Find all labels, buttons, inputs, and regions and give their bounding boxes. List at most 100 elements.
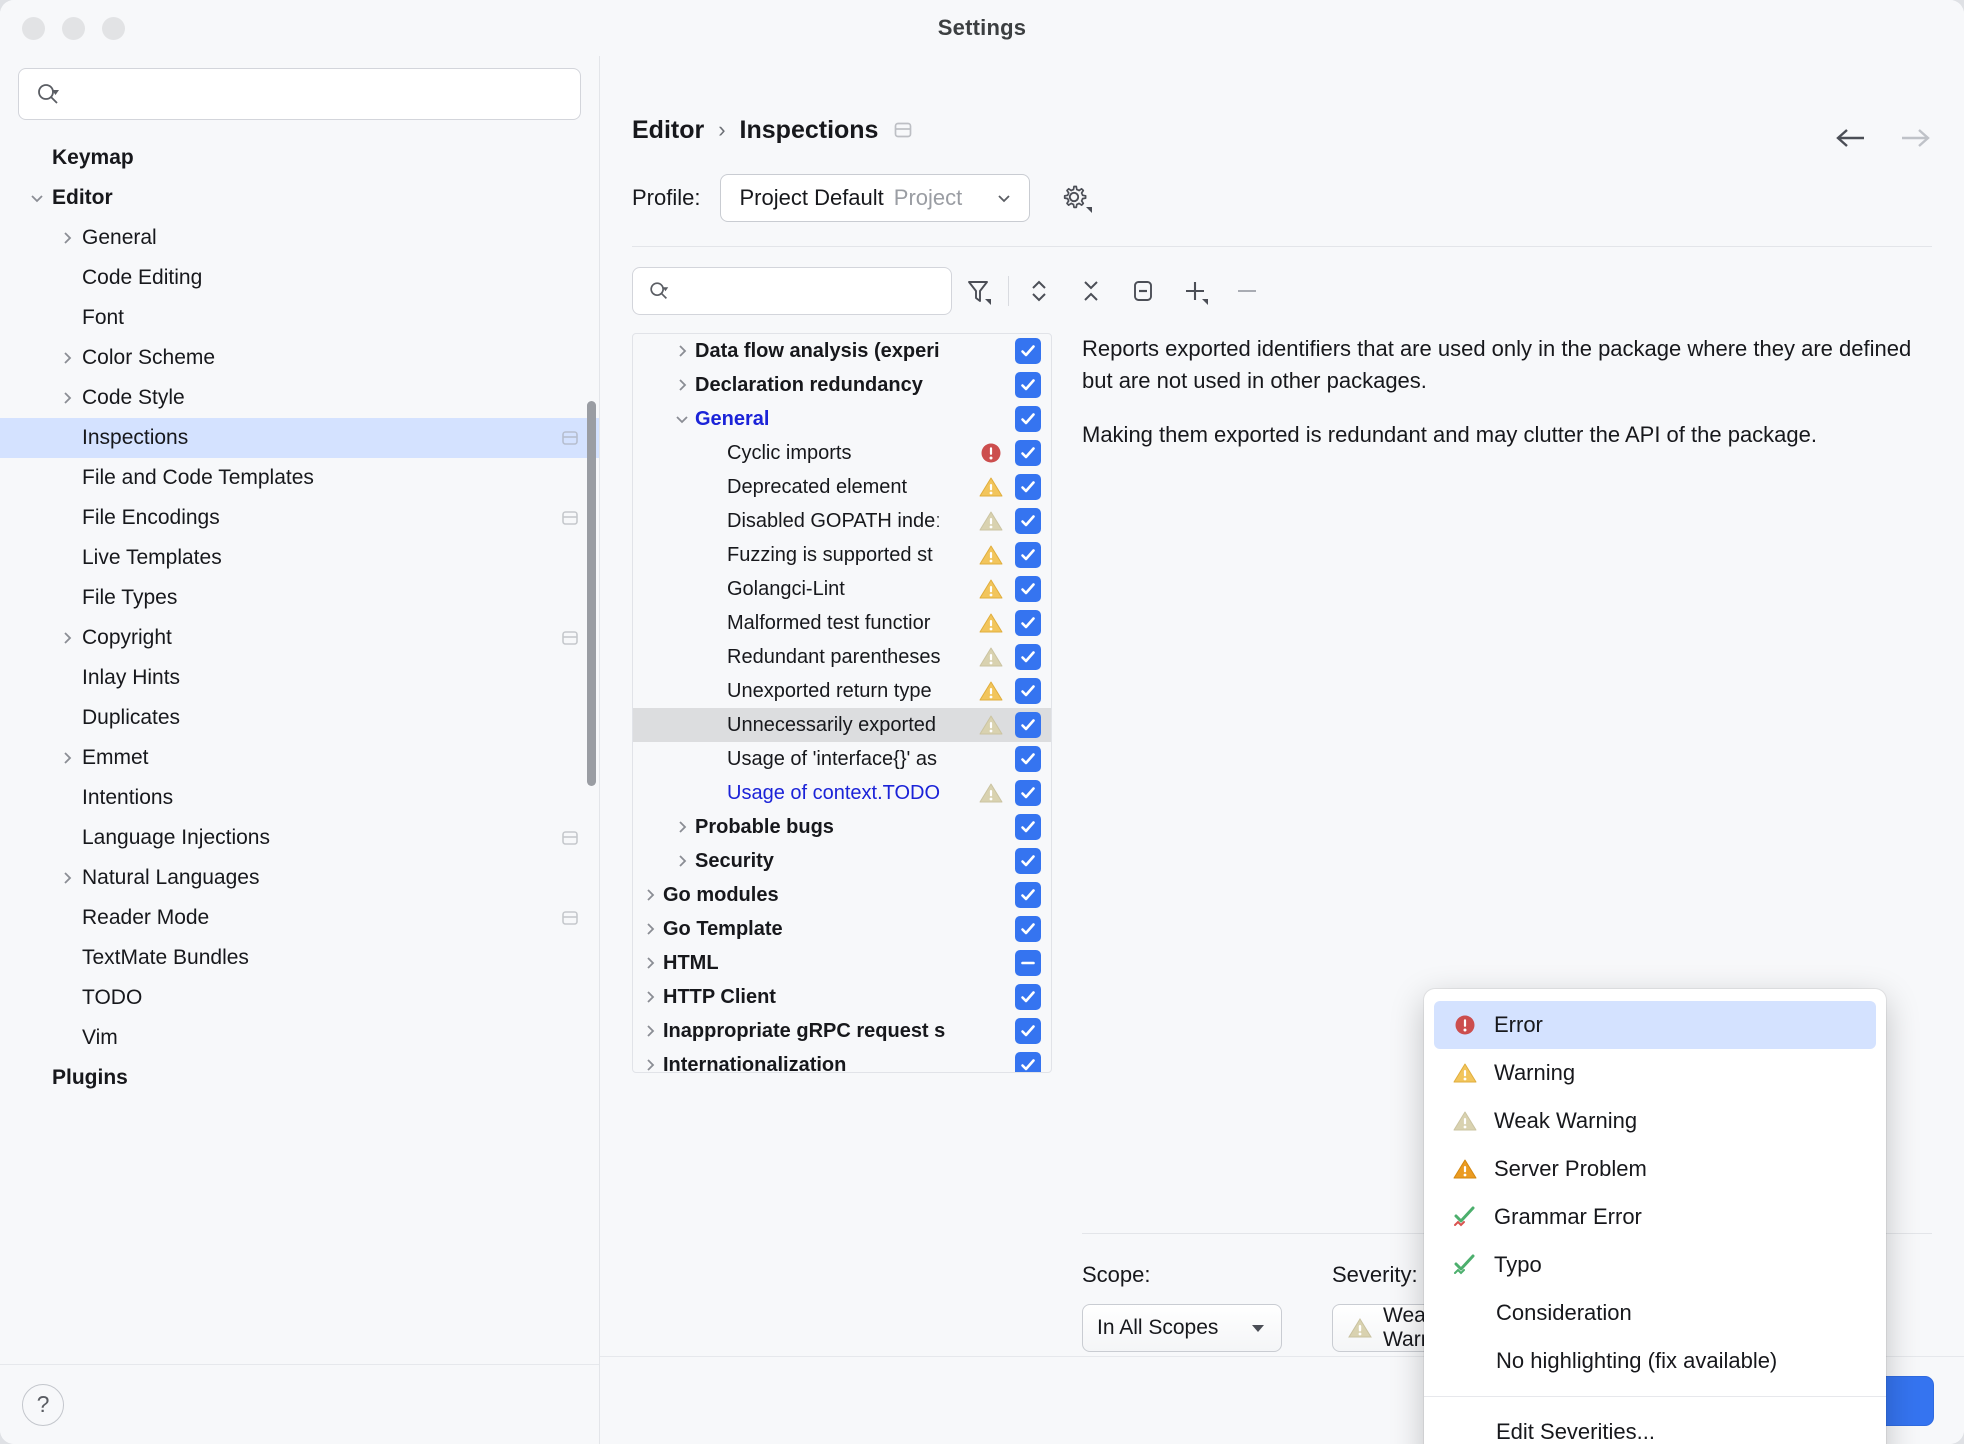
sidebar-item-reader-mode[interactable]: Reader Mode — [0, 898, 599, 938]
inspection-tree-row[interactable]: Cyclic imports — [633, 436, 1051, 470]
chevron-right-icon[interactable] — [669, 851, 695, 871]
breadcrumb-parent[interactable]: Editor — [632, 115, 705, 144]
scope-select[interactable]: In All Scopes — [1082, 1304, 1282, 1352]
sidebar-item-copyright[interactable]: Copyright — [0, 618, 599, 658]
inspection-enabled-checkbox[interactable] — [1005, 508, 1051, 534]
chevron-right-icon[interactable] — [637, 919, 663, 939]
sidebar-item-editor[interactable]: Editor — [0, 178, 599, 218]
inspection-enabled-checkbox[interactable] — [1005, 576, 1051, 602]
copy-path-icon[interactable] — [559, 427, 581, 449]
sidebar-item-todo[interactable]: TODO — [0, 978, 599, 1018]
chevron-down-icon[interactable] — [669, 409, 695, 429]
inspection-tree-row[interactable]: Usage of context.TODO — [633, 776, 1051, 810]
profile-settings-gear-icon[interactable] — [1058, 181, 1093, 215]
inspections-search-input[interactable] — [671, 279, 937, 303]
expand-collapse-icon[interactable] — [1013, 267, 1065, 315]
inspection-tree-row[interactable]: HTML — [633, 946, 1051, 980]
chevron-right-icon[interactable] — [669, 375, 695, 395]
copy-path-icon[interactable] — [559, 507, 581, 529]
inspection-enabled-checkbox[interactable] — [1005, 882, 1051, 908]
sidebar-item-keymap[interactable]: Keymap — [0, 138, 599, 178]
edit-severities-menu-item[interactable]: Edit Severities... — [1434, 1408, 1876, 1444]
severity-menu-item[interactable]: Server Problem — [1434, 1145, 1876, 1193]
sidebar-search-box[interactable] — [18, 68, 581, 120]
inspection-enabled-checkbox[interactable] — [1005, 644, 1051, 670]
inspection-tree-row[interactable]: Go Template — [633, 912, 1051, 946]
severity-menu-item[interactable]: Grammar Error — [1434, 1193, 1876, 1241]
sidebar-item-plugins[interactable]: Plugins — [0, 1058, 599, 1098]
severity-menu-item[interactable]: Weak Warning — [1434, 1097, 1876, 1145]
sidebar-item-language-injections[interactable]: Language Injections — [0, 818, 599, 858]
chevron-right-icon[interactable] — [52, 388, 82, 408]
maximize-window-button[interactable] — [102, 16, 125, 40]
sidebar-item-code-style[interactable]: Code Style — [0, 378, 599, 418]
inspection-enabled-checkbox[interactable] — [1005, 338, 1051, 364]
severity-menu-item[interactable]: Consideration — [1434, 1289, 1876, 1337]
sidebar-scrollbar[interactable] — [587, 401, 596, 786]
inspection-enabled-checkbox[interactable] — [1005, 848, 1051, 874]
inspection-tree-row[interactable]: General — [633, 402, 1051, 436]
chevron-right-icon[interactable] — [637, 987, 663, 1007]
chevron-right-icon[interactable] — [52, 868, 82, 888]
remove-icon[interactable] — [1221, 267, 1273, 315]
chevron-right-icon[interactable] — [637, 1055, 663, 1072]
inspection-tree-row[interactable]: Data flow analysis (experi — [633, 334, 1051, 368]
chevron-right-icon[interactable] — [669, 341, 695, 361]
chevron-down-icon[interactable] — [22, 188, 52, 208]
inspection-enabled-checkbox[interactable] — [1005, 678, 1051, 704]
copy-settings-path-icon[interactable] — [892, 119, 914, 141]
sidebar-item-textmate-bundles[interactable]: TextMate Bundles — [0, 938, 599, 978]
severity-menu-item[interactable]: Typo — [1434, 1241, 1876, 1289]
sidebar-item-font[interactable]: Font — [0, 298, 599, 338]
inspection-enabled-checkbox[interactable] — [1005, 1018, 1051, 1044]
sidebar-item-general[interactable]: General — [0, 218, 599, 258]
sidebar-item-inlay-hints[interactable]: Inlay Hints — [0, 658, 599, 698]
sidebar-item-file-types[interactable]: File Types — [0, 578, 599, 618]
inspection-enabled-checkbox[interactable] — [1005, 542, 1051, 568]
sidebar-item-file-encodings[interactable]: File Encodings — [0, 498, 599, 538]
copy-path-icon[interactable] — [559, 907, 581, 929]
sidebar-search-input[interactable] — [69, 82, 564, 106]
sidebar-item-duplicates[interactable]: Duplicates — [0, 698, 599, 738]
inspection-tree-row[interactable]: Probable bugs — [633, 810, 1051, 844]
inspection-enabled-checkbox[interactable] — [1005, 712, 1051, 738]
sidebar-item-intentions[interactable]: Intentions — [0, 778, 599, 818]
sidebar-item-natural-languages[interactable]: Natural Languages — [0, 858, 599, 898]
inspection-enabled-checkbox[interactable] — [1005, 984, 1051, 1010]
severity-dropdown-menu[interactable]: Error Warning Weak Warning Server Problem Gr… — [1424, 989, 1886, 1444]
inspection-enabled-checkbox[interactable] — [1005, 950, 1051, 976]
severity-menu-item[interactable]: Error — [1434, 1001, 1876, 1049]
help-button[interactable]: ? — [22, 1383, 64, 1426]
chevron-right-icon[interactable] — [52, 228, 82, 248]
minimize-window-button[interactable] — [62, 16, 85, 40]
inspection-tree-row[interactable]: Declaration redundancy — [633, 368, 1051, 402]
sidebar-item-live-templates[interactable]: Live Templates — [0, 538, 599, 578]
chevron-right-icon[interactable] — [637, 1021, 663, 1041]
inspection-enabled-checkbox[interactable] — [1005, 1052, 1051, 1072]
back-arrow-icon[interactable] — [1834, 124, 1868, 152]
inspection-tree-row[interactable]: Redundant parentheses — [633, 640, 1051, 674]
inspection-enabled-checkbox[interactable] — [1005, 746, 1051, 772]
inspections-tree[interactable]: Data flow analysis (experi Declaration re… — [632, 333, 1052, 1073]
chevron-right-icon[interactable] — [637, 885, 663, 905]
inspection-enabled-checkbox[interactable] — [1005, 406, 1051, 432]
sidebar-item-color-scheme[interactable]: Color Scheme — [0, 338, 599, 378]
severity-menu-item[interactable]: No highlighting (fix available) — [1434, 1337, 1876, 1385]
inspection-tree-row[interactable]: HTTP Client — [633, 980, 1051, 1014]
inspection-tree-row[interactable]: Unexported return type — [633, 674, 1051, 708]
inspections-search-box[interactable] — [632, 267, 952, 315]
inspection-tree-row[interactable]: Inappropriate gRPC request s — [633, 1014, 1051, 1048]
chevron-right-icon[interactable] — [52, 748, 82, 768]
inspection-enabled-checkbox[interactable] — [1005, 814, 1051, 840]
chevron-right-icon[interactable] — [52, 348, 82, 368]
sidebar-item-inspections[interactable]: Inspections — [0, 418, 599, 458]
chevron-right-icon[interactable] — [52, 628, 82, 648]
collapse-all-icon[interactable] — [1065, 267, 1117, 315]
inspection-enabled-checkbox[interactable] — [1005, 474, 1051, 500]
inspection-tree-row[interactable]: Usage of 'interface{}' as — [633, 742, 1051, 776]
inspection-tree-row[interactable]: Go modules — [633, 878, 1051, 912]
inspection-tree-row[interactable]: Malformed test functior — [633, 606, 1051, 640]
severity-menu-item[interactable]: Warning — [1434, 1049, 1876, 1097]
reset-to-default-icon[interactable] — [1117, 267, 1169, 315]
inspection-tree-row[interactable]: Internationalization — [633, 1048, 1051, 1072]
